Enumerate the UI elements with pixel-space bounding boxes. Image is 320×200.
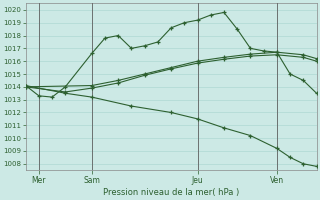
X-axis label: Pression niveau de la mer( hPa ): Pression niveau de la mer( hPa ) [103,188,239,197]
